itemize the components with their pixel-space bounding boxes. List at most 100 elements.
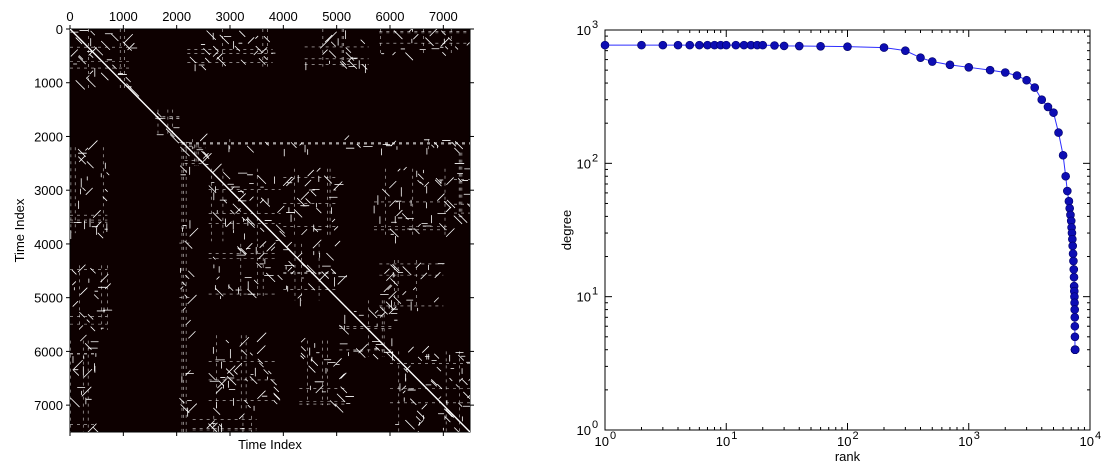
recurrence-mark bbox=[273, 386, 280, 393]
recurrence-mark bbox=[387, 285, 393, 291]
recurrence-mark bbox=[199, 133, 208, 142]
recurrence-mark bbox=[316, 208, 322, 214]
recurrence-mark bbox=[246, 145, 254, 153]
recurrence-mark bbox=[440, 37, 450, 47]
recurrence-mark bbox=[80, 334, 87, 342]
degree-point bbox=[1049, 108, 1058, 117]
recurrence-mark bbox=[77, 264, 86, 273]
recurrence-mark bbox=[90, 267, 96, 274]
recurrence-mark bbox=[216, 57, 226, 67]
recurrence-mark bbox=[253, 279, 259, 285]
recurrence-mark bbox=[79, 325, 84, 330]
loglog-x-tick-exponent: 2 bbox=[853, 430, 859, 442]
rank-degree-plot-y-label: degree bbox=[559, 210, 574, 250]
recurrence-mark bbox=[219, 34, 229, 45]
recurrence-mark bbox=[435, 178, 442, 184]
recurrence-mark bbox=[255, 35, 259, 39]
recurrence-plot-y-label: Time Index bbox=[12, 198, 27, 262]
recurrence-mark bbox=[93, 210, 101, 218]
recurrence-mark bbox=[361, 64, 368, 70]
recurrence-mark bbox=[104, 283, 111, 290]
loglog-x-tick-base: 10 bbox=[958, 434, 972, 449]
degree-point bbox=[1070, 345, 1080, 355]
degree-point bbox=[1061, 171, 1070, 181]
degree-point bbox=[1069, 256, 1078, 266]
recurrence-mark bbox=[218, 380, 224, 386]
recurrence-mark bbox=[439, 223, 446, 230]
recurrence-mark bbox=[215, 387, 223, 394]
recurrence-mark bbox=[259, 362, 264, 368]
recurrence-mark bbox=[88, 140, 98, 150]
recurrence-mark bbox=[333, 358, 342, 367]
recurrence-mark bbox=[208, 372, 216, 381]
recurrence-mark bbox=[234, 45, 241, 52]
recurrence-mark bbox=[458, 354, 464, 361]
loglog-y-tick-label: 10 0 bbox=[577, 419, 599, 438]
recurrence-mark bbox=[293, 209, 303, 218]
recurrence-mark bbox=[438, 396, 442, 400]
recurrence-mark bbox=[247, 288, 257, 299]
degree-point bbox=[1058, 150, 1068, 160]
recurrence-mark bbox=[73, 369, 80, 376]
recurrence-mark bbox=[277, 274, 283, 281]
recurrence-mark bbox=[72, 281, 77, 286]
recurrence-y-tick-label: 2000 bbox=[34, 129, 63, 144]
recurrence-mark bbox=[301, 229, 308, 236]
recurrence-mark bbox=[337, 275, 348, 285]
loglog-x-tick-base: 10 bbox=[837, 434, 851, 449]
recurrence-mark bbox=[279, 230, 286, 237]
recurrence-mark bbox=[382, 188, 390, 197]
recurrence-mark bbox=[70, 49, 78, 57]
loglog-x-tick-label: 10 1 bbox=[716, 430, 738, 449]
recurrence-mark bbox=[396, 209, 403, 217]
recurrence-mark bbox=[414, 228, 420, 235]
recurrence-mark bbox=[379, 306, 388, 315]
recurrence-mark bbox=[340, 386, 348, 394]
recurrence-mark bbox=[436, 366, 442, 372]
degree-point bbox=[673, 40, 683, 50]
loglog-y-tick-base: 10 bbox=[577, 156, 591, 171]
recurrence-mark bbox=[90, 30, 96, 36]
recurrence-mark bbox=[80, 287, 88, 295]
recurrence-mark bbox=[288, 261, 295, 267]
degree-point bbox=[1022, 75, 1031, 85]
recurrence-mark bbox=[392, 51, 396, 56]
loglog-y-tick-label: 10 2 bbox=[577, 152, 599, 171]
recurrence-mark bbox=[230, 209, 235, 215]
recurrence-mark bbox=[260, 197, 270, 207]
recurrence-mark bbox=[256, 262, 262, 269]
recurrence-mark bbox=[451, 142, 457, 147]
recurrence-mark bbox=[321, 271, 329, 279]
recurrence-x-tick-label: 5000 bbox=[322, 9, 351, 24]
recurrence-mark bbox=[189, 227, 199, 237]
recurrence-mark bbox=[201, 65, 207, 71]
recurrence-mark bbox=[405, 419, 415, 430]
recurrence-mark bbox=[104, 188, 108, 192]
recurrence-mark bbox=[326, 252, 334, 261]
recurrence-mark bbox=[385, 351, 396, 362]
recurrence-mark bbox=[263, 369, 269, 375]
recurrence-x-tick-label: 7000 bbox=[429, 9, 458, 24]
recurrence-mark bbox=[70, 397, 80, 408]
recurrence-mark bbox=[445, 228, 455, 237]
recurrence-mark bbox=[417, 180, 421, 184]
recurrence-mark bbox=[389, 228, 399, 238]
degree-point bbox=[779, 41, 789, 51]
loglog-x-tick-label: 10 4 bbox=[1080, 430, 1102, 449]
recurrence-mark bbox=[410, 398, 417, 405]
recurrence-mark bbox=[266, 272, 276, 283]
recurrence-mark bbox=[388, 306, 397, 315]
recurrence-mark bbox=[322, 49, 328, 55]
recurrence-mark bbox=[218, 424, 223, 428]
recurrence-mark bbox=[454, 147, 460, 154]
recurrence-mark bbox=[233, 370, 238, 375]
recurrence-mark bbox=[316, 167, 321, 172]
recurrence-mark bbox=[225, 368, 234, 377]
recurrence-mark bbox=[231, 186, 235, 190]
rank-degree-plot-ticks bbox=[604, 30, 1090, 431]
recurrence-mark bbox=[90, 326, 96, 332]
recurrence-mark bbox=[85, 77, 96, 88]
recurrence-mark bbox=[290, 142, 297, 148]
recurrence-mark bbox=[247, 37, 255, 44]
recurrence-mark bbox=[323, 175, 332, 184]
